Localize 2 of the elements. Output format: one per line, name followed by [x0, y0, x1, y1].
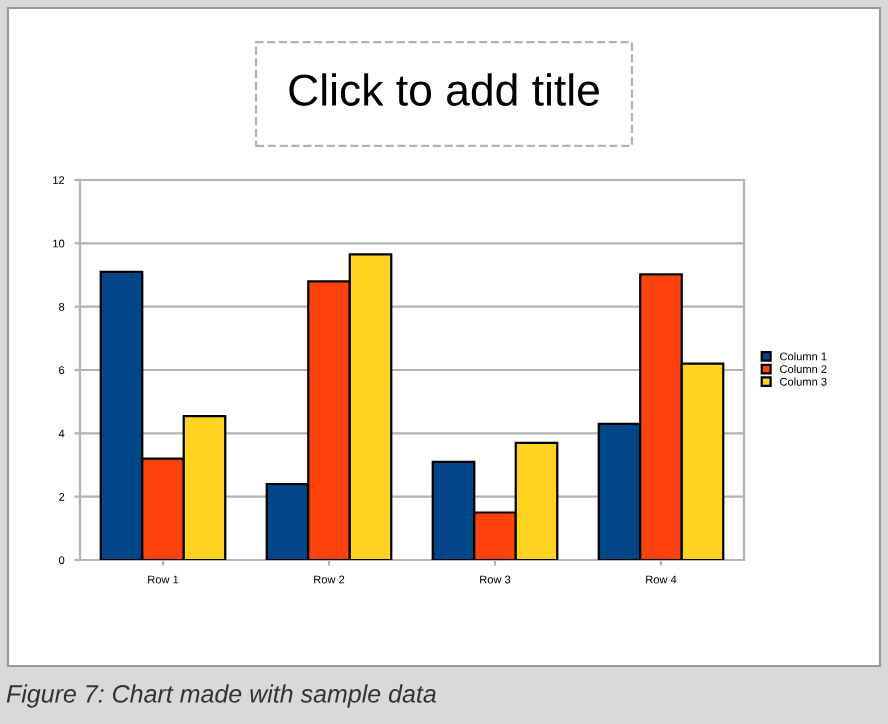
chart-title: Click to add title	[289, 73, 599, 106]
caption: Figure 7: Chart made with sample data	[6, 684, 436, 708]
